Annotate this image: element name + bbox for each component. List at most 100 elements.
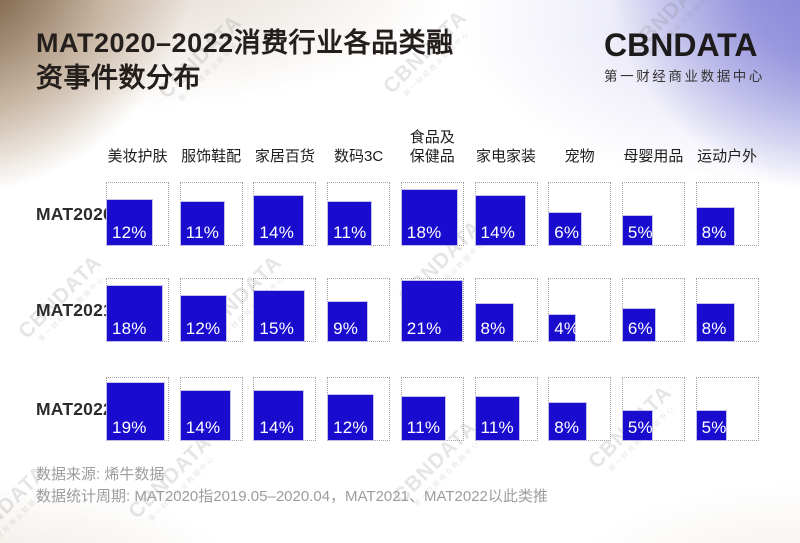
chart-footnotes: 数据来源: 烯牛数据 数据统计周期: MAT2020指2019.05–2020.…: [36, 464, 548, 508]
value-label: 8%: [701, 319, 727, 338]
value-square: 8%: [695, 207, 735, 246]
chart-cell: 12%: [327, 377, 391, 441]
value-square: 14%: [253, 390, 305, 441]
value-square: 8%: [548, 402, 588, 441]
chart-cell: 9%: [327, 278, 391, 342]
column-header: 母婴用品: [623, 148, 684, 165]
chart-cell: 18%: [400, 182, 464, 246]
value-label: 12%: [112, 223, 147, 242]
chart-cell: 6%: [548, 182, 612, 246]
value-label: 11%: [480, 418, 514, 437]
value-label: 9%: [333, 319, 359, 338]
page-title-line1: MAT2020–2022消费行业各品类融: [36, 28, 454, 58]
row-label: MAT2021: [36, 299, 113, 320]
value-label: 19%: [112, 418, 147, 437]
chart-cell: 8%: [695, 182, 759, 246]
column-header: 运动户外: [697, 148, 758, 165]
value-square: 12%: [327, 394, 375, 441]
chart-cell: 8%: [548, 377, 612, 441]
value-square: 14%: [179, 390, 231, 441]
value-square: 18%: [400, 189, 458, 246]
value-square: 8%: [474, 303, 514, 342]
chart-cell: 12%: [106, 182, 169, 246]
value-square: 12%: [179, 295, 227, 342]
chart-cell: 14%: [179, 377, 243, 441]
value-square: 21%: [400, 280, 463, 342]
chart-cell: 11%: [327, 182, 391, 246]
chart-cell: 11%: [179, 182, 243, 246]
data-period-note: 数据统计周期: MAT2020指2019.05–2020.04，MAT2021、…: [36, 488, 548, 505]
value-label: 14%: [185, 418, 221, 437]
cbndata-logo-subtitle: 第一财经商业数据中心: [604, 69, 765, 84]
value-square: 11%: [400, 396, 446, 441]
chart-cell: 12%: [179, 278, 243, 342]
column-header: 数码3C: [334, 148, 384, 165]
value-square: 5%: [621, 215, 653, 246]
value-square: 11%: [327, 201, 373, 246]
value-square: 11%: [179, 201, 225, 246]
value-square: 18%: [106, 285, 163, 342]
value-label: 12%: [185, 319, 221, 338]
cbndata-logo-wordmark: CBNDATA: [604, 27, 758, 63]
value-square: 15%: [253, 290, 306, 342]
value-label: 14%: [259, 418, 295, 437]
value-square: 9%: [327, 301, 369, 342]
column-header: 家电家装: [475, 148, 536, 165]
chart-cell: 8%: [474, 278, 538, 342]
chart-cell: 21%: [400, 278, 464, 342]
value-label: 12%: [333, 418, 368, 437]
value-label: 8%: [480, 319, 506, 338]
page-title: MAT2020–2022消费行业各品类融 资事件数分布: [36, 26, 454, 96]
column-header: 食品及 保健品: [409, 129, 455, 165]
value-square: 11%: [474, 396, 520, 441]
value-label: 11%: [185, 223, 220, 242]
value-label: 14%: [259, 223, 295, 242]
value-label: 11%: [406, 418, 441, 437]
chart-cell: 18%: [106, 278, 169, 342]
chart-cell: 14%: [474, 182, 538, 246]
value-label: 18%: [406, 223, 442, 242]
value-label: 6%: [554, 223, 580, 242]
value-square: 6%: [548, 212, 583, 246]
chart-cell: 14%: [253, 377, 317, 441]
chart-cell: 5%: [621, 377, 685, 441]
cbndata-logo: CBNDATA 第一财经商业数据中心: [604, 28, 780, 85]
row-label: MAT2020: [36, 203, 113, 224]
row-label: MAT2022: [36, 398, 113, 419]
value-square: 5%: [695, 410, 727, 441]
value-square: 14%: [253, 195, 305, 246]
value-label: 8%: [701, 223, 727, 242]
value-label: 11%: [333, 223, 367, 242]
value-square: 5%: [621, 410, 653, 441]
value-square: 8%: [695, 303, 735, 342]
chart-cell: 5%: [695, 377, 759, 441]
chart-cell: 11%: [474, 377, 538, 441]
value-label: 8%: [554, 418, 580, 437]
value-square: 14%: [474, 195, 526, 246]
value-label: 6%: [627, 319, 653, 338]
page-title-line2: 资事件数分布: [36, 63, 201, 93]
chart-cell: 4%: [548, 278, 612, 342]
value-square: 12%: [106, 199, 153, 246]
value-label: 14%: [480, 223, 516, 242]
value-label: 18%: [112, 319, 147, 338]
data-source-note: 数据来源: 烯牛数据: [36, 466, 165, 483]
column-header: 宠物: [564, 148, 595, 165]
chart-cell: 19%: [106, 377, 169, 441]
value-square: 6%: [621, 308, 656, 342]
value-label: 15%: [259, 319, 295, 338]
chart-cell: 8%: [695, 278, 759, 342]
column-header: 家居百货: [254, 148, 315, 165]
chart-cell: 11%: [400, 377, 464, 441]
value-label: 5%: [627, 418, 653, 437]
column-header: 服饰鞋配: [181, 148, 242, 165]
chart-cell: 14%: [253, 182, 317, 246]
chart-cell: 6%: [621, 278, 685, 342]
value-label: 5%: [627, 223, 653, 242]
value-label: 5%: [701, 418, 727, 437]
value-label: 4%: [554, 319, 580, 338]
chart-cell: 5%: [621, 182, 685, 246]
chart-cell: 15%: [253, 278, 317, 342]
column-header: 美妆护肤: [107, 148, 168, 165]
